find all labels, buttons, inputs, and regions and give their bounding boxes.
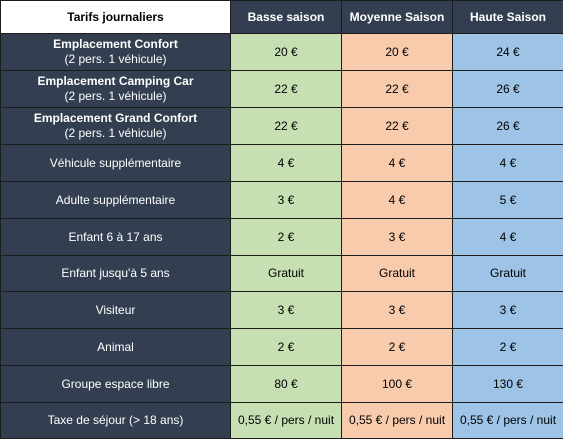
price-cell-haute-saison: 26 €	[453, 108, 563, 145]
price-cell-basse-saison: 2 €	[231, 219, 342, 256]
price-cell-haute-saison: 2 €	[453, 329, 563, 366]
price-cell-haute-saison: 24 €	[453, 34, 563, 71]
row-label: Emplacement Confort(2 pers. 1 véhicule)	[1, 34, 231, 71]
row-label-text: Véhicule supplémentaire	[3, 156, 228, 171]
price-cell-moyenne-saison: 3 €	[342, 292, 453, 329]
row-label: Adulte supplémentaire	[1, 182, 231, 219]
price-cell-moyenne-saison: 22 €	[342, 71, 453, 108]
price-cell-moyenne-saison: 4 €	[342, 145, 453, 182]
price-cell-haute-saison: Gratuit	[453, 256, 563, 292]
price-cell-basse-saison: 3 €	[231, 292, 342, 329]
column-header-haute-saison: Haute Saison	[453, 1, 563, 34]
price-cell-moyenne-saison: 0,55 € / pers / nuit	[342, 403, 453, 439]
row-label: Animal	[1, 329, 231, 366]
price-cell-basse-saison: 22 €	[231, 108, 342, 145]
row-label-text: Enfant 6 à 17 ans	[3, 230, 228, 245]
row-label-text: Visiteur	[3, 303, 228, 318]
row-label-text: Emplacement Grand Confort	[3, 111, 228, 126]
table-row: Taxe de séjour (> 18 ans)0,55 € / pers /…	[1, 403, 563, 439]
price-cell-basse-saison: 2 €	[231, 329, 342, 366]
row-label-subtext: (2 pers. 1 véhicule)	[3, 52, 228, 67]
price-cell-haute-saison: 4 €	[453, 219, 563, 256]
price-cell-basse-saison: Gratuit	[231, 256, 342, 292]
table-row: Emplacement Confort(2 pers. 1 véhicule)2…	[1, 34, 563, 71]
column-header-basse-saison: Basse saison	[231, 1, 342, 34]
price-cell-haute-saison: 4 €	[453, 145, 563, 182]
price-cell-moyenne-saison: 22 €	[342, 108, 453, 145]
table-row: Emplacement Grand Confort(2 pers. 1 véhi…	[1, 108, 563, 145]
price-cell-haute-saison: 130 €	[453, 366, 563, 403]
price-cell-basse-saison: 4 €	[231, 145, 342, 182]
price-cell-basse-saison: 3 €	[231, 182, 342, 219]
price-cell-basse-saison: 22 €	[231, 71, 342, 108]
row-label-subtext: (2 pers. 1 véhicule)	[3, 126, 228, 141]
price-cell-moyenne-saison: 3 €	[342, 219, 453, 256]
row-label: Groupe espace libre	[1, 366, 231, 403]
price-cell-moyenne-saison: 100 €	[342, 366, 453, 403]
header-row: Tarifs journaliers Basse saison Moyenne …	[1, 1, 563, 34]
row-label-text: Emplacement Confort	[3, 37, 228, 52]
row-label-text: Emplacement Camping Car	[3, 74, 228, 89]
column-header-moyenne-saison: Moyenne Saison	[342, 1, 453, 34]
table-title: Tarifs journaliers	[1, 1, 231, 34]
price-cell-haute-saison: 0,55 € / pers / nuit	[453, 403, 563, 439]
row-label-text: Adulte supplémentaire	[3, 193, 228, 208]
row-label-text: Taxe de séjour (> 18 ans)	[3, 413, 228, 428]
price-cell-haute-saison: 26 €	[453, 71, 563, 108]
row-label: Visiteur	[1, 292, 231, 329]
row-label: Emplacement Camping Car(2 pers. 1 véhicu…	[1, 71, 231, 108]
price-cell-moyenne-saison: 4 €	[342, 182, 453, 219]
row-label: Véhicule supplémentaire	[1, 145, 231, 182]
row-label: Enfant 6 à 17 ans	[1, 219, 231, 256]
row-label-text: Groupe espace libre	[3, 377, 228, 392]
row-label-text: Animal	[3, 340, 228, 355]
row-label: Emplacement Grand Confort(2 pers. 1 véhi…	[1, 108, 231, 145]
price-cell-moyenne-saison: Gratuit	[342, 256, 453, 292]
row-label-text: Enfant jusqu'à 5 ans	[3, 266, 228, 281]
price-cell-moyenne-saison: 20 €	[342, 34, 453, 71]
price-cell-haute-saison: 3 €	[453, 292, 563, 329]
row-label: Taxe de séjour (> 18 ans)	[1, 403, 231, 439]
price-cell-moyenne-saison: 2 €	[342, 329, 453, 366]
price-cell-haute-saison: 5 €	[453, 182, 563, 219]
price-cell-basse-saison: 0,55 € / pers / nuit	[231, 403, 342, 439]
row-label: Enfant jusqu'à 5 ans	[1, 256, 231, 292]
price-cell-basse-saison: 80 €	[231, 366, 342, 403]
table-row: Emplacement Camping Car(2 pers. 1 véhicu…	[1, 71, 563, 108]
price-cell-basse-saison: 20 €	[231, 34, 342, 71]
row-label-subtext: (2 pers. 1 véhicule)	[3, 89, 228, 104]
